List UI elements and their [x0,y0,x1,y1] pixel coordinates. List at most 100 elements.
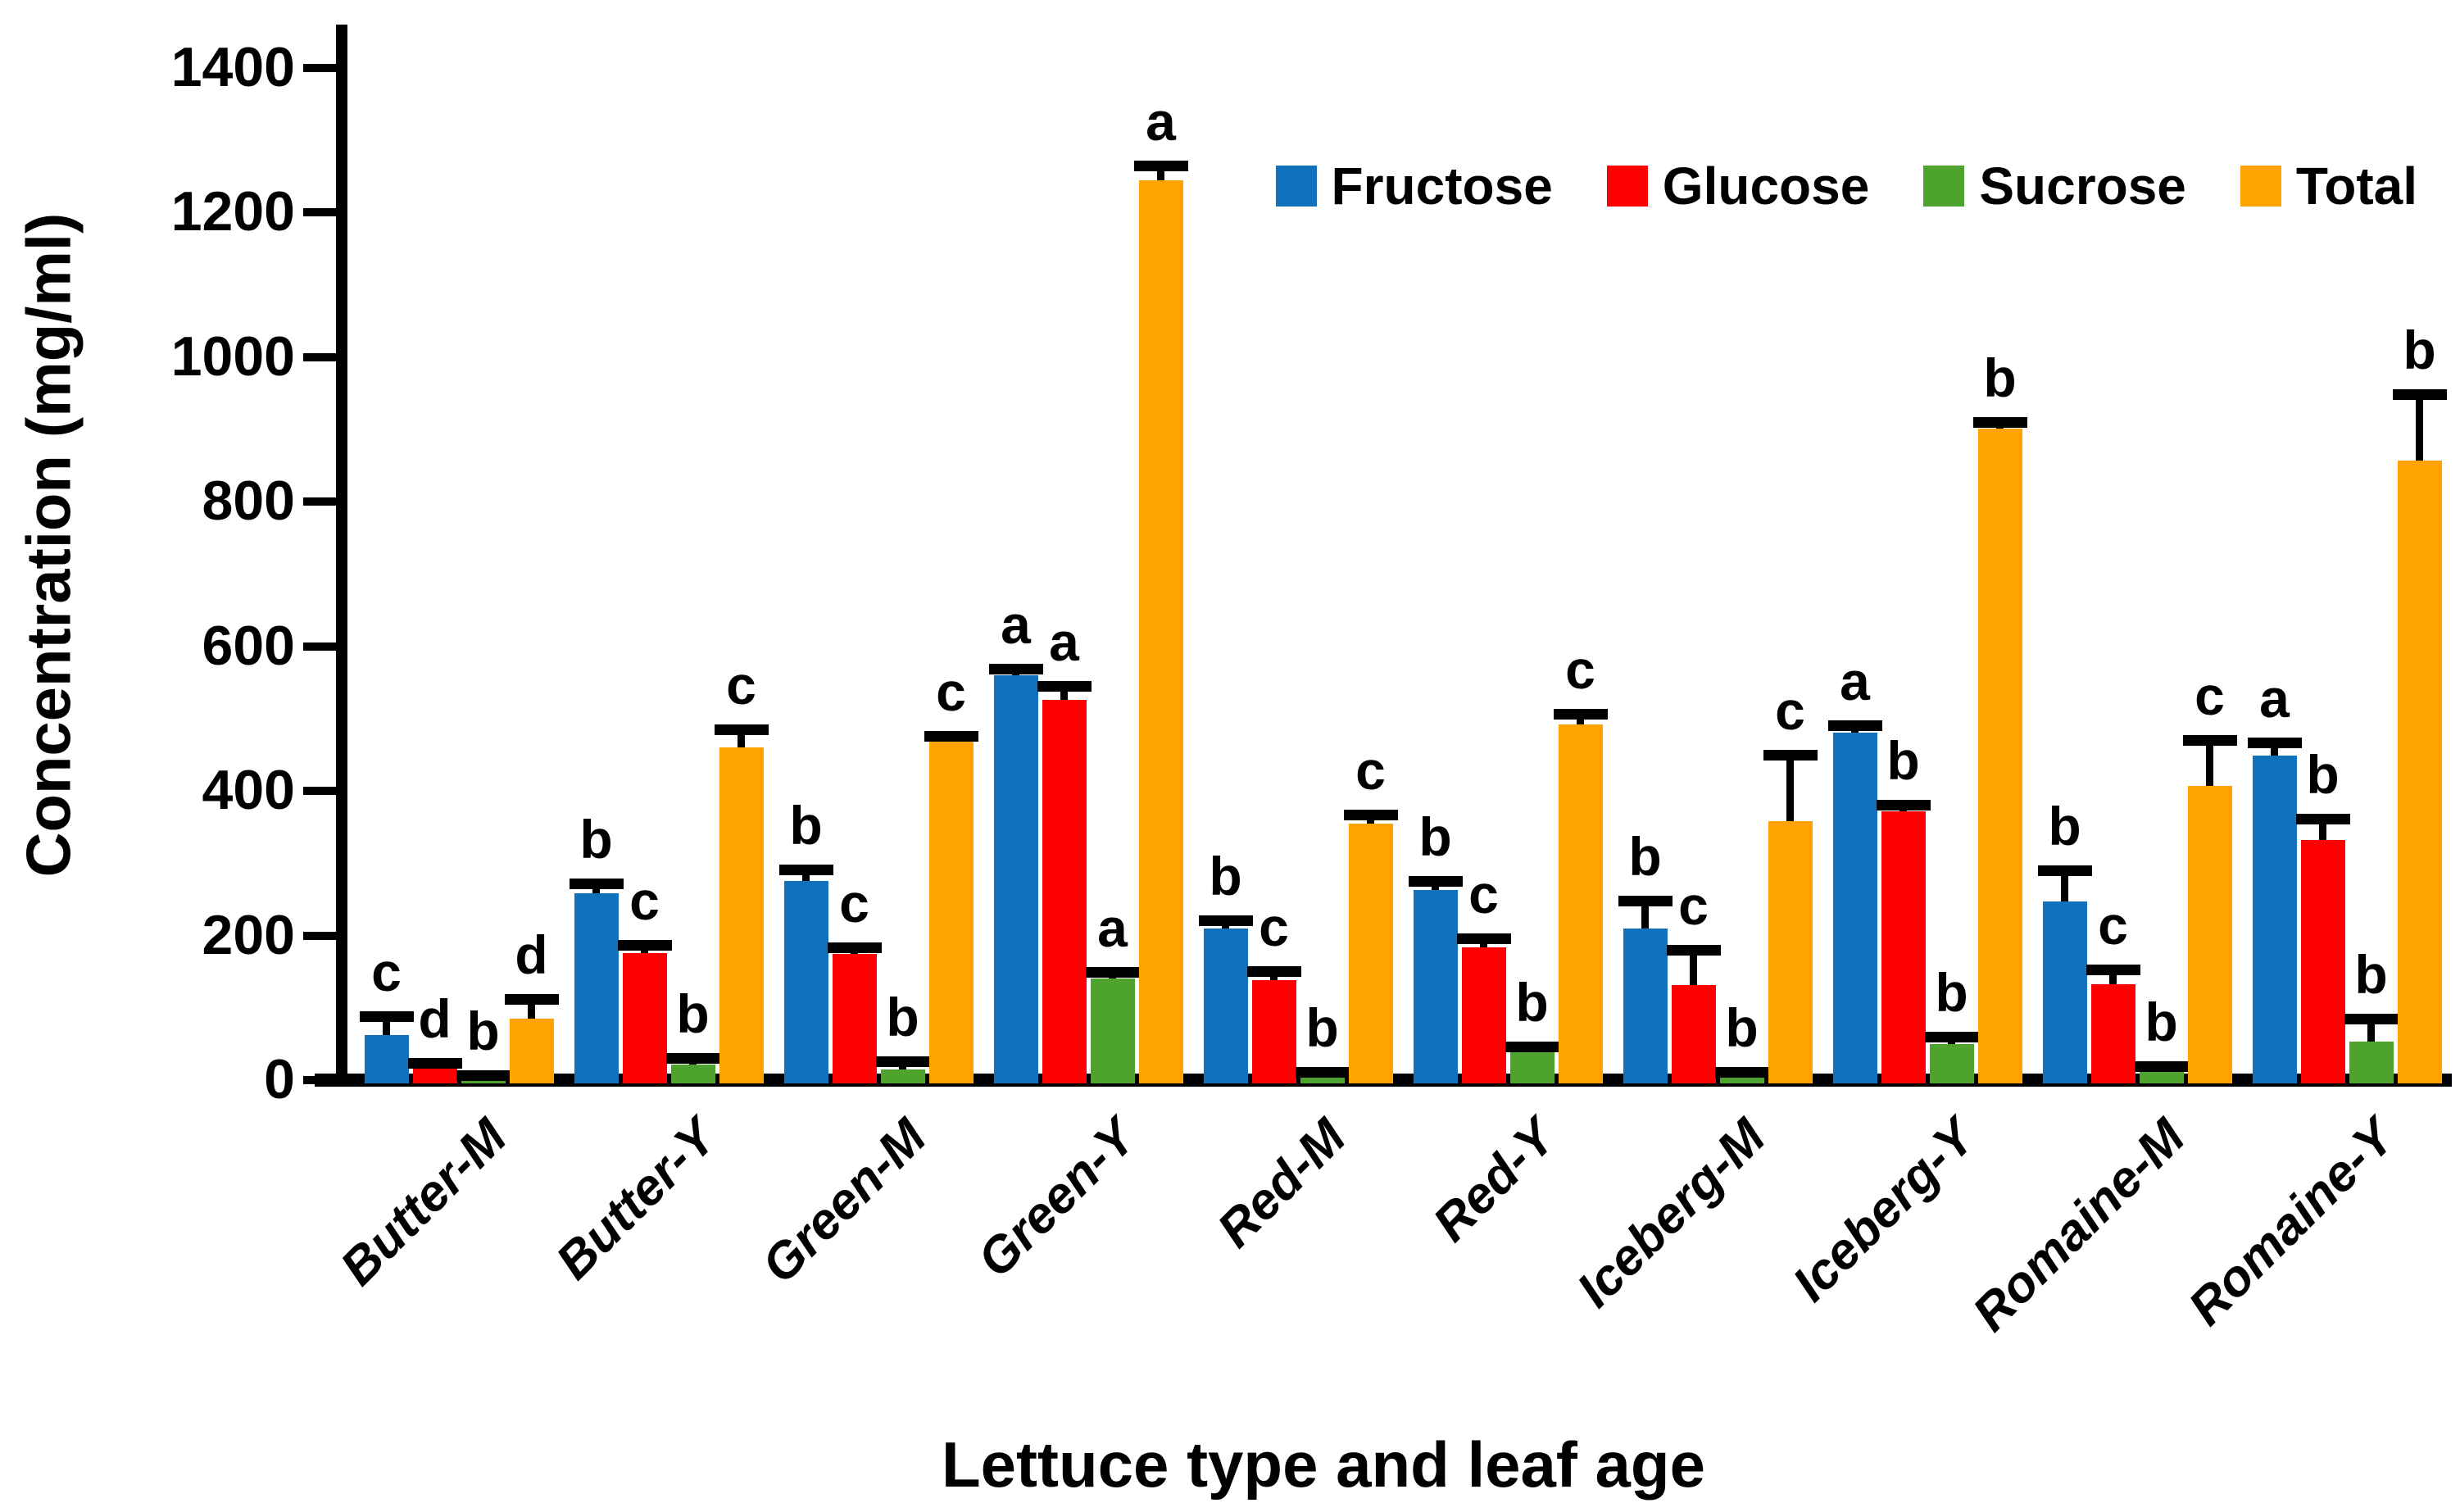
glucose-swatch-icon [1606,166,1648,207]
error-bar-cap [1876,800,1931,811]
error-bar-cap [1553,709,1608,720]
error-bar-cap [359,1010,414,1022]
legend-item: Fructose [1275,156,1553,216]
error-bar-whisker [2061,870,2068,902]
significance-letter: a [1840,651,1870,712]
legend-label: Glucose [1662,157,1870,216]
error-bar-whisker [802,870,810,882]
significance-letter: c [1259,897,1289,958]
y-tick [303,497,336,506]
fructose-bar [1203,928,1248,1083]
error-bar-cap [875,1056,930,1068]
error-bar-whisker [1690,950,1697,985]
error-bar-cap [1972,416,2027,428]
glucose-bar [622,952,667,1083]
significance-letter: a [2259,668,2290,729]
error-bar-whisker [2319,819,2326,841]
total-bar [1138,179,1183,1083]
error-bar-cap [2247,738,2302,749]
fructose-bar [1623,928,1668,1083]
y-tick [303,64,336,73]
error-bar-cap [617,940,672,951]
significance-letter: b [2403,320,2436,381]
glucose-bar [2300,840,2345,1083]
error-bar-cap [778,864,833,875]
error-bar-cap [456,1070,511,1082]
significance-letter: b [1209,846,1242,907]
total-bar [2397,461,2442,1083]
error-bar-whisker [1786,755,1794,822]
total-bar [1768,821,1813,1083]
significance-letter: b [2048,795,2081,856]
fructose-bar [1413,890,1458,1083]
significance-letter: b [1935,961,1968,1023]
significance-letter: b [466,1001,500,1062]
total-bar [509,1019,554,1083]
error-bar-cap [1763,749,1818,761]
total-bar [1977,429,2022,1083]
sucrose-bar [1300,1074,1345,1083]
legend-label: Sucrose [1979,157,2186,216]
y-tick [303,1076,336,1084]
legend-label: Total [2295,157,2417,216]
significance-letter: b [1725,997,1759,1058]
y-tick-label: 1400 [170,36,295,99]
significance-letter: b [676,983,710,1045]
significance-letter: c [2098,895,2128,956]
y-tick-label: 200 [202,903,295,966]
legend-item: Sucrose [1923,156,2186,216]
glucose-bar [1461,947,1506,1083]
significance-letter: b [789,794,823,856]
error-bar-cap [714,724,769,735]
significance-letter: a [1146,90,1176,152]
significance-letter: c [839,873,869,934]
error-bar-cap [1198,915,1253,927]
x-axis-title: Lettuce type and leaf age [942,1428,1705,1501]
significance-letter: a [1049,611,1079,672]
significance-letter: c [2194,665,2225,726]
significance-letter: b [1983,347,2017,408]
y-tick [303,352,336,361]
fructose-bar [2252,755,2297,1083]
legend: Fructose Glucose Sucrose Total [1275,156,2417,216]
significance-letter: b [2145,991,2178,1052]
error-bar-cap [1037,680,1092,692]
glucose-bar [2090,983,2135,1083]
significance-letter: c [371,941,402,1002]
error-bar-whisker [738,729,745,748]
significance-letter: c [1775,679,1805,741]
error-bar-cap [1408,875,1463,887]
significance-letter: a [1097,897,1128,959]
error-bar-cap [1924,1031,1979,1042]
y-tick [303,208,336,217]
error-bar-cap [924,730,978,742]
error-bar-cap [1456,933,1511,944]
total-bar [928,742,974,1083]
error-bar-cap [504,993,559,1005]
significance-letter: b [1628,825,1662,887]
sucrose-bar [2349,1042,2394,1083]
y-tick-label: 800 [202,470,295,533]
significance-letter: b [1886,730,1920,792]
total-bar [2187,785,2232,1083]
glucose-bar [412,1068,457,1083]
error-bar-cap [2037,865,2092,876]
sucrose-bar [1929,1043,1974,1083]
error-bar-whisker [1060,686,1068,700]
error-bar-cap [1618,895,1673,906]
error-bar-whisker [528,999,535,1019]
total-bar [1558,724,1603,1083]
error-bar-cap [2295,814,2350,825]
error-bar-cap [2182,734,2237,746]
error-bar-cap [407,1058,462,1069]
sucrose-bar [2139,1069,2184,1083]
error-bar-cap [1246,966,1301,978]
error-bar-whisker [2416,394,2423,461]
error-bar-cap [2134,1060,2189,1072]
fructose-bar [2042,901,2087,1083]
y-tick-label: 1200 [170,180,295,243]
significance-letter: b [1305,997,1339,1058]
glucose-bar [832,953,877,1083]
legend-item: Total [2240,156,2417,216]
